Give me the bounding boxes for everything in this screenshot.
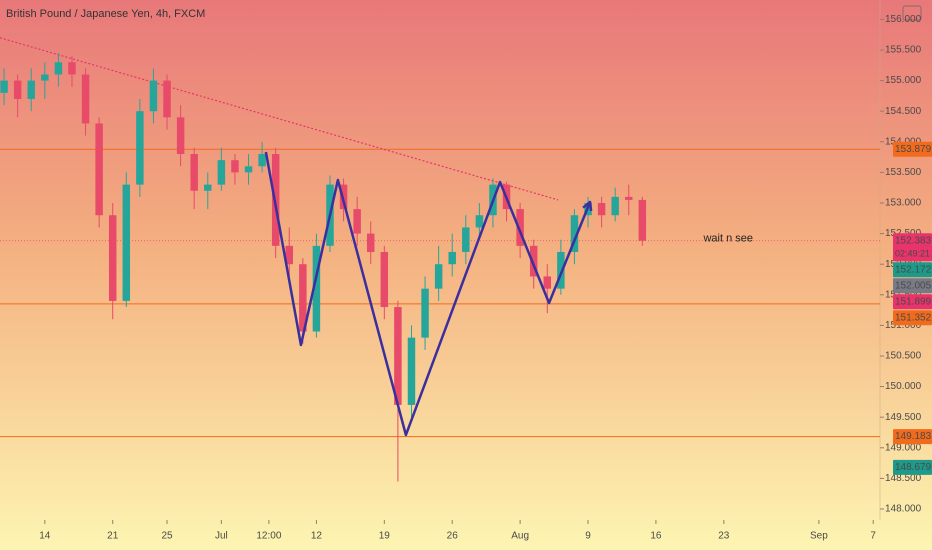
candle-body (367, 233, 375, 252)
x-tick-label: 7 (870, 531, 876, 542)
x-tick-label: 12 (311, 531, 323, 542)
price-label: 153.879 (895, 144, 932, 155)
x-tick-label: 23 (718, 531, 730, 542)
price-label: 152.383 (895, 235, 932, 246)
pattern-line (264, 151, 592, 437)
candle-body (394, 307, 402, 405)
logo (902, 5, 922, 21)
candle-body (41, 74, 49, 81)
candle-body (353, 209, 361, 234)
candle-body (231, 160, 239, 173)
candle-body (543, 276, 552, 289)
price-label-box (893, 459, 932, 475)
candle-body (625, 196, 633, 200)
candle-body (570, 215, 579, 252)
candle-body (217, 160, 226, 185)
candle-body (163, 80, 171, 118)
y-tick-label: 148.500 (885, 473, 922, 484)
y-tick-label: 149.500 (885, 412, 922, 423)
y-tick-label: 151.000 (885, 320, 922, 331)
y-tick-label: 155.000 (885, 75, 922, 86)
y-tick-label: 153.500 (885, 167, 922, 178)
candle-body (421, 288, 429, 338)
countdown: 02:49:21 (895, 249, 930, 259)
candle-body (136, 111, 144, 185)
y-tick-label: 156.000 (885, 14, 922, 25)
price-label-box (893, 141, 932, 157)
y-tick-label: 153.000 (885, 198, 922, 209)
candle-body (13, 80, 22, 99)
x-tick-label: 12:00 (256, 531, 281, 542)
candle-body (122, 184, 131, 301)
candle-body (529, 245, 538, 277)
candle-body (638, 199, 647, 241)
candle-body (407, 337, 416, 405)
x-tick-label: 25 (161, 531, 173, 542)
candle-body (258, 154, 266, 167)
candle-body (54, 62, 63, 75)
candle-body (27, 80, 35, 99)
y-tick-label: 154.500 (885, 106, 922, 117)
candle-body (434, 264, 443, 289)
x-tick-label: Jul (215, 531, 228, 542)
y-tick-label: 148.000 (885, 504, 922, 515)
price-label-box (893, 429, 932, 445)
x-tick-label: 26 (447, 531, 459, 542)
trendline (0, 37, 559, 201)
candle-body (68, 62, 76, 75)
candle-body (81, 74, 90, 124)
price-label-box (893, 262, 932, 278)
price-label-box (893, 278, 932, 294)
x-tick-label: 21 (107, 531, 119, 542)
y-tick-label: 150.000 (885, 381, 922, 392)
candle-body (557, 251, 565, 289)
x-tick-label: 14 (39, 531, 51, 542)
candle-body (0, 80, 8, 93)
candle-body (597, 202, 606, 216)
price-label-box (893, 310, 932, 326)
price-label-box (893, 294, 932, 310)
x-tick-label: 19 (379, 531, 391, 542)
candle-body (149, 80, 158, 112)
candle-body (285, 245, 293, 265)
candle-body (95, 123, 103, 216)
y-tick-label: 149.000 (885, 442, 922, 453)
pattern-arrowhead (582, 200, 593, 212)
candle-body (204, 184, 212, 191)
candle-body (176, 117, 185, 155)
x-tick-label: Aug (511, 531, 529, 542)
candle-body (190, 154, 198, 191)
candle-body (244, 166, 253, 173)
price-label: 152.172 (895, 264, 932, 275)
price-label: 151.352 (895, 312, 932, 323)
candle-body (108, 215, 117, 301)
price-label-box (893, 233, 932, 262)
annotation: wait n see (702, 232, 753, 244)
candle-body (516, 209, 524, 246)
candle-body (299, 264, 307, 332)
x-tick-label: Sep (810, 531, 828, 542)
candle-body (611, 196, 619, 216)
candle-body (462, 227, 470, 252)
x-tick-label: 16 (650, 531, 662, 542)
price-label: 149.183 (895, 431, 932, 442)
x-tick-label: 9 (585, 531, 591, 542)
price-label: 151.899 (895, 296, 932, 307)
price-label: 148.679 (895, 462, 932, 473)
y-tick-label: 155.500 (885, 45, 922, 56)
price-label: 152.005 (895, 280, 932, 291)
y-tick-label: 150.500 (885, 351, 922, 362)
chart-title: British Pound / Japanese Yen, 4h, FXCM (6, 8, 205, 20)
candle-body (448, 251, 456, 265)
candle-body (475, 215, 484, 228)
candle-body (312, 245, 321, 332)
candle-body (380, 251, 389, 308)
